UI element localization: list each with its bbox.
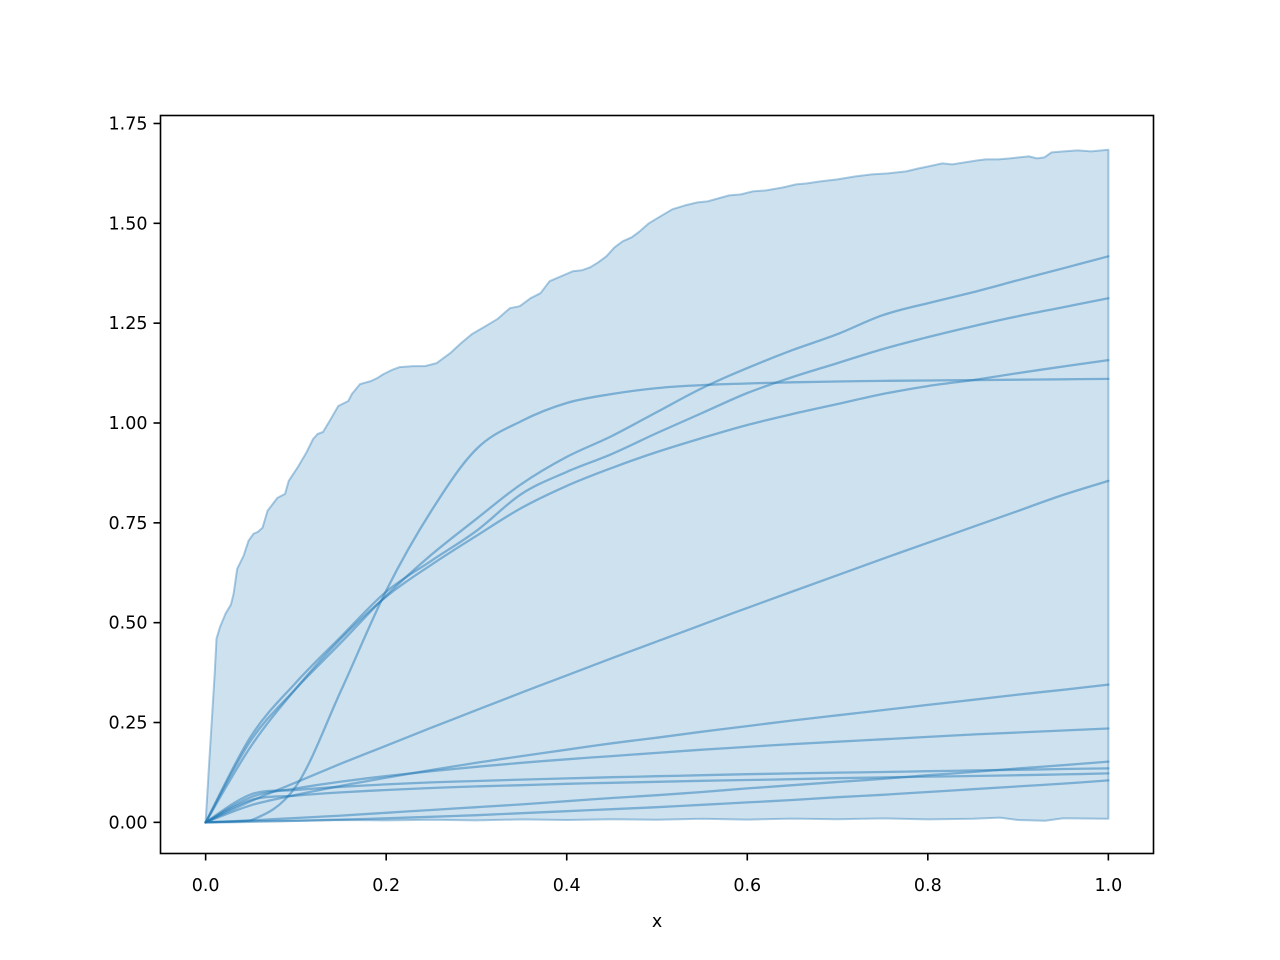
y-tick-label: 1.50 [109,214,148,234]
curve-5-line [204,479,1110,824]
confidence-band [204,148,1110,824]
x-tick-label: 0.4 [553,876,581,896]
curve-1-line [204,255,1110,824]
axes-frame [159,114,1155,855]
y-tick-label: 1.75 [109,114,148,134]
x-axis-label: x [651,912,663,932]
x-tick-label: 0.2 [372,876,400,896]
curve-10-line [204,760,1110,824]
curve-9-line [204,772,1110,824]
curve-3-line [204,358,1110,824]
curve-11-line [204,779,1110,824]
y-tick-label: 0.75 [109,514,148,534]
y-tick-label: 1.00 [109,414,148,434]
y-tick-label: 0.25 [109,714,148,734]
x-tick-label: 0.0 [192,876,220,896]
y-tick-label: 0.50 [109,614,148,634]
curve-7-line [204,727,1110,824]
x-tick-label: 1.0 [1094,876,1122,896]
curve-8-line [204,767,1110,824]
curve-6-line [204,683,1110,824]
y-tick-label: 1.25 [109,314,148,334]
curve-2-line [204,297,1110,824]
y-tick-label: 0.00 [109,813,148,833]
curve-4-line [204,377,1110,824]
x-tick-label: 0.8 [914,876,942,896]
x-tick-label: 0.6 [733,876,761,896]
